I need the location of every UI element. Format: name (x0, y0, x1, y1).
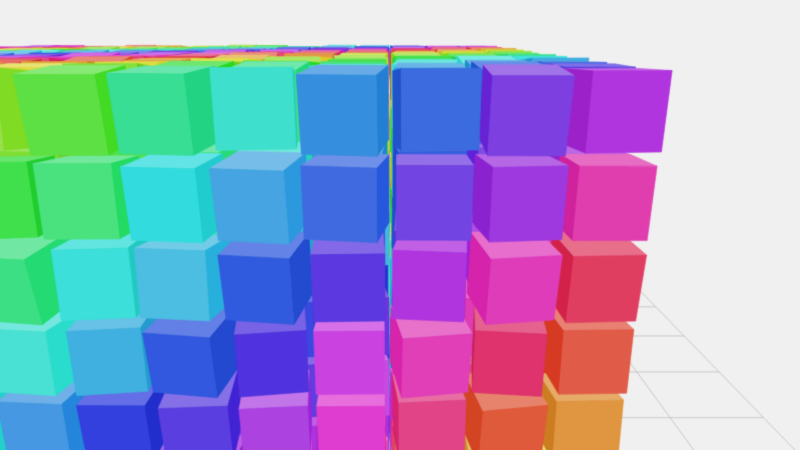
3d-viewport[interactable] (0, 0, 800, 450)
cube-field-canvas[interactable] (0, 0, 800, 450)
